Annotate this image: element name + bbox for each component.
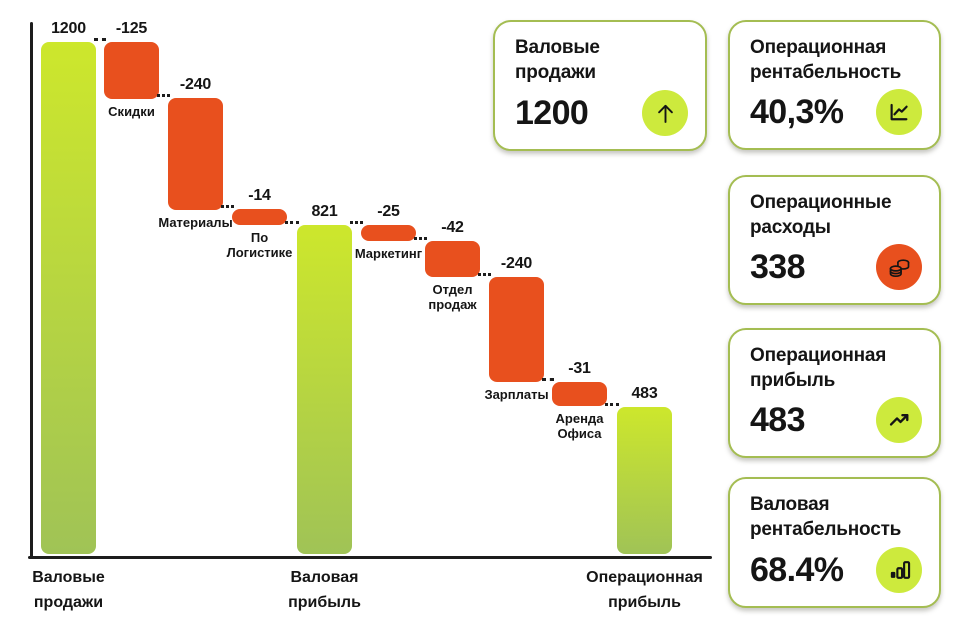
waterfall-bar[interactable]	[232, 209, 287, 225]
bar-category-label: Маркетинг	[354, 246, 423, 261]
waterfall-bar[interactable]	[425, 241, 480, 277]
waterfall-bar[interactable]	[297, 225, 352, 554]
kpi-card[interactable]: Валовые продажи 1200	[493, 20, 707, 151]
waterfall-bar[interactable]	[617, 407, 672, 554]
connector-dots	[285, 221, 299, 224]
kpi-card-title: Операционная рентабельность	[750, 37, 902, 83]
bar-category-label: Скидки	[108, 104, 155, 119]
bar-value-label: 1200	[51, 20, 86, 37]
kpi-card-bottom-row: 1200	[515, 90, 688, 136]
bar-value-label: -125	[115, 20, 148, 37]
y-axis-line	[30, 22, 33, 559]
connector-dots	[157, 94, 170, 97]
bar-category-label: Отдел продаж	[428, 282, 477, 312]
axis-category-label: Операционная прибыль	[586, 569, 703, 611]
trend-up-icon	[876, 397, 922, 443]
arrow-up-icon	[642, 90, 688, 136]
kpi-card-value: 40,3%	[750, 92, 844, 131]
kpi-card-title: Валовые продажи	[515, 37, 600, 83]
bar-value-label: -42	[441, 219, 464, 236]
bar-value-label: -31	[568, 360, 591, 377]
connector-dots	[414, 237, 427, 240]
kpi-card[interactable]: Операционная рентабельность 40,3%	[728, 20, 941, 150]
waterfall-bar[interactable]	[489, 277, 544, 382]
bar-category-label: Зарплаты	[484, 387, 549, 402]
x-axis-line	[28, 556, 712, 559]
waterfall-bar[interactable]	[104, 42, 159, 99]
waterfall-bar[interactable]	[552, 382, 607, 406]
waterfall-bar[interactable]	[361, 225, 416, 241]
connector-dots	[350, 221, 363, 224]
kpi-card[interactable]: Операционная прибыль 483	[728, 328, 941, 458]
connector-dots	[94, 38, 106, 41]
kpi-card[interactable]: Операционные расходы 338	[728, 175, 941, 305]
kpi-card-title: Операционная прибыль	[750, 345, 887, 391]
line-chart-icon	[876, 89, 922, 135]
kpi-card-bottom-row: 68.4%	[750, 547, 922, 593]
connector-dots	[221, 205, 234, 208]
coins-icon	[876, 244, 922, 290]
kpi-card-bottom-row: 40,3%	[750, 89, 922, 135]
bar-value-label: 483	[631, 385, 658, 402]
bar-value-label: 821	[311, 203, 338, 220]
connector-dots	[478, 273, 491, 276]
kpi-card-value: 1200	[515, 93, 589, 132]
bar-value-label: -240	[500, 255, 533, 272]
kpi-card-value: 338	[750, 247, 806, 286]
kpi-card-value: 483	[750, 400, 806, 439]
connector-dots	[542, 378, 554, 381]
bar-chart-icon	[876, 547, 922, 593]
bar-value-label: -14	[248, 187, 271, 204]
kpi-card-bottom-row: 483	[750, 397, 922, 443]
kpi-card-title: Операционные расходы	[750, 192, 892, 238]
kpi-card-value: 68.4%	[750, 550, 844, 589]
bar-category-label: По Логистике	[226, 230, 293, 260]
axis-category-label: Валовая прибыль	[288, 569, 361, 611]
kpi-card[interactable]: Валовая рентабельность 68.4%	[728, 477, 941, 608]
axis-category-label: Валовые продажи	[32, 569, 105, 611]
waterfall-bar[interactable]	[41, 42, 96, 554]
kpi-card-bottom-row: 338	[750, 244, 922, 290]
bar-value-label: -25	[377, 203, 400, 220]
bar-category-label: Материалы	[158, 215, 233, 230]
bar-category-label: Аренда Офиса	[555, 411, 604, 441]
kpi-card-title: Валовая рентабельность	[750, 494, 902, 540]
connector-dots	[605, 403, 619, 406]
waterfall-bar[interactable]	[168, 98, 223, 210]
bar-value-label: -240	[179, 76, 212, 93]
